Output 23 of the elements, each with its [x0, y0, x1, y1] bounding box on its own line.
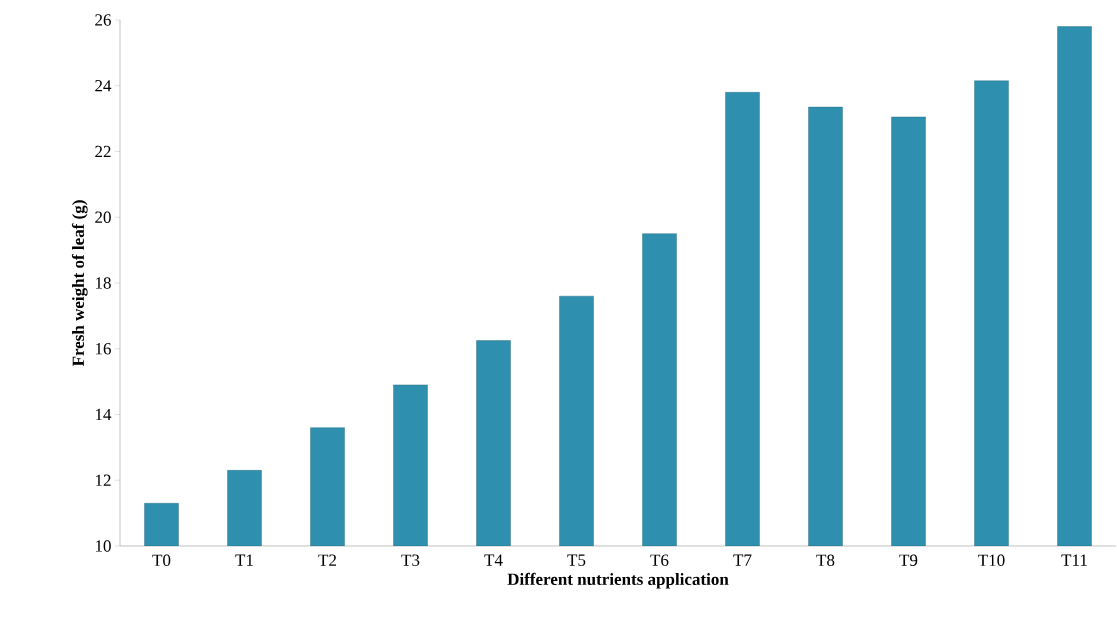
y-tick-label: 10: [95, 540, 111, 552]
y-tick-label: 18: [95, 277, 111, 289]
x-tick-label: T9: [899, 554, 918, 566]
x-tick-label: T5: [567, 554, 586, 566]
y-tick-label: 14: [95, 408, 112, 421]
x-tick-label: T6: [650, 554, 669, 566]
y-tick-label: 24: [95, 80, 112, 92]
y-tick-label: 12: [95, 474, 111, 486]
x-tick-label: T4: [484, 554, 503, 566]
y-axis-title: Fresh weight of leaf (g): [71, 200, 88, 367]
x-tick-label: T8: [816, 554, 835, 566]
y-tick-label: 16: [95, 343, 111, 355]
x-tick-label: T10: [978, 554, 1005, 566]
x-tick-label: T0: [152, 554, 171, 566]
y-tick-label: 26: [95, 14, 111, 26]
x-tick-label: T1: [235, 554, 253, 566]
x-tick-label: T7: [733, 554, 752, 566]
y-tick-label: 20: [95, 211, 111, 223]
x-tick-label: T2: [318, 554, 337, 566]
x-tick-label: T11: [1061, 554, 1087, 566]
x-tick-label: T3: [401, 554, 420, 566]
y-tick-label: 22: [95, 145, 111, 158]
x-axis-title: Different nutrients application: [507, 572, 729, 589]
